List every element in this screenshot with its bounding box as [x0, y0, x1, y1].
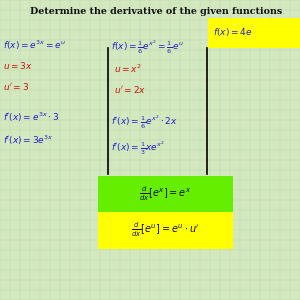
Text: $u = 3x$: $u = 3x$: [3, 60, 33, 71]
Text: $f'(x) = \frac{1}{3}xe^{x^2}$: $f'(x) = \frac{1}{3}xe^{x^2}$: [111, 140, 165, 157]
Text: $\frac{d}{dx}[e^x] = e^x$: $\frac{d}{dx}[e^x] = e^x$: [139, 184, 191, 202]
Text: $u = x^2$: $u = x^2$: [114, 63, 142, 75]
Text: Determine the derivative of the given functions: Determine the derivative of the given fu…: [30, 8, 282, 16]
Text: $f(x) = e^{3x} = e^u$: $f(x) = e^{3x} = e^u$: [3, 39, 66, 52]
Text: $f'(x) = e^{3x} \cdot 3$: $f'(x) = e^{3x} \cdot 3$: [3, 111, 59, 124]
Text: $u' = 2x$: $u' = 2x$: [114, 84, 146, 95]
Text: $f'(x) = 3e^{3x}$: $f'(x) = 3e^{3x}$: [3, 134, 54, 147]
FancyBboxPatch shape: [208, 18, 300, 48]
Text: $u' = 3$: $u' = 3$: [3, 81, 29, 92]
Text: $f(x) = 4e$: $f(x) = 4e$: [213, 26, 252, 38]
Text: $f(x) = \frac{1}{6}e^{x^2} = \frac{1}{6}e^u$: $f(x) = \frac{1}{6}e^{x^2} = \frac{1}{6}…: [111, 39, 184, 56]
FancyBboxPatch shape: [98, 176, 232, 213]
Text: $\frac{d}{dx}[e^u] = e^u \cdot u'$: $\frac{d}{dx}[e^u] = e^u \cdot u'$: [130, 220, 200, 238]
Text: $f'(x) = \frac{1}{6}e^{x^2} \cdot 2x$: $f'(x) = \frac{1}{6}e^{x^2} \cdot 2x$: [111, 114, 178, 131]
FancyBboxPatch shape: [98, 212, 232, 249]
